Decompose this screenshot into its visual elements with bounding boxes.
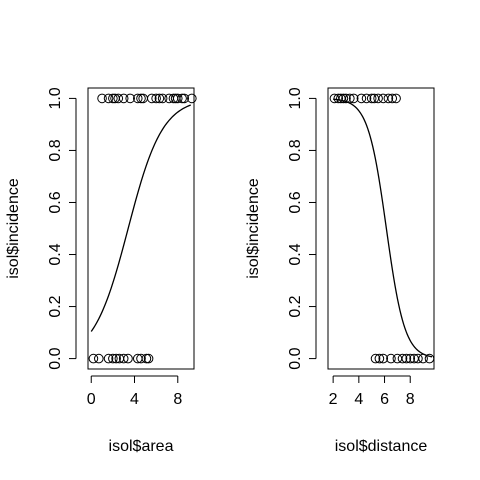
data-point bbox=[177, 93, 187, 104]
y-tick-label: 0.4 bbox=[47, 243, 64, 265]
data-point bbox=[378, 353, 389, 364]
data-point bbox=[108, 353, 118, 364]
data-point bbox=[138, 93, 148, 104]
data-point bbox=[386, 353, 396, 364]
data-point bbox=[132, 93, 143, 104]
data-point bbox=[151, 93, 161, 104]
y-tick-label: 1.0 bbox=[287, 87, 304, 109]
y-tick-label: 1.0 bbox=[47, 87, 64, 109]
data-point bbox=[391, 93, 401, 104]
data-point bbox=[118, 93, 129, 104]
data-point bbox=[374, 353, 385, 364]
data-point bbox=[383, 93, 394, 104]
data-point bbox=[179, 93, 190, 104]
y-tick-label: 0.6 bbox=[287, 191, 304, 213]
data-point bbox=[373, 93, 383, 104]
x-tick-label: 6 bbox=[380, 391, 389, 408]
x-tick-label: 8 bbox=[173, 391, 182, 408]
data-point bbox=[348, 93, 359, 104]
data-point bbox=[157, 93, 168, 104]
x-tick-label: 8 bbox=[406, 391, 415, 408]
data-point bbox=[341, 93, 351, 104]
data-point bbox=[405, 353, 416, 364]
fit-curve bbox=[333, 98, 433, 358]
x-tick-label: 0 bbox=[87, 391, 96, 408]
data-point bbox=[111, 353, 121, 364]
data-point bbox=[172, 93, 183, 104]
data-point bbox=[361, 93, 372, 104]
data-point bbox=[143, 353, 154, 364]
data-point bbox=[366, 93, 377, 104]
data-point bbox=[103, 93, 114, 104]
data-point bbox=[378, 93, 389, 104]
data-point bbox=[154, 93, 165, 104]
data-point bbox=[113, 93, 124, 104]
data-point bbox=[103, 353, 114, 364]
data-point bbox=[356, 93, 367, 104]
data-point bbox=[94, 353, 104, 364]
x-axis-title: isol$area bbox=[109, 438, 174, 455]
y-tick-label: 0.0 bbox=[47, 347, 64, 369]
data-point bbox=[333, 93, 344, 104]
data-point bbox=[123, 353, 133, 364]
data-point bbox=[136, 353, 146, 364]
data-point bbox=[187, 93, 197, 104]
y-tick-label: 0.8 bbox=[287, 139, 304, 161]
panel-distance: 2 4 6 8 0.0 0.2 0.4 0.6 0.8 1.0 isol$distance isol$… bbox=[245, 87, 435, 455]
data-point bbox=[401, 353, 412, 364]
data-point bbox=[397, 353, 408, 364]
y-tick-label: 0.2 bbox=[47, 295, 64, 317]
y-tick-label: 0.8 bbox=[47, 139, 64, 161]
data-point bbox=[88, 353, 99, 364]
y-tick-label: 0.0 bbox=[287, 347, 304, 369]
x-tick-label: 2 bbox=[329, 391, 338, 408]
data-point bbox=[370, 353, 381, 364]
data-point bbox=[136, 93, 146, 104]
data-point bbox=[97, 93, 107, 104]
data-point bbox=[413, 353, 423, 364]
plot-frame bbox=[87, 87, 195, 370]
plot-frame bbox=[327, 87, 435, 370]
y-tick-label: 0.2 bbox=[287, 295, 304, 317]
x-tick-label: 4 bbox=[130, 391, 139, 408]
y-axis-title: isol$incidence bbox=[245, 178, 262, 279]
y-axis-title: isol$incidence bbox=[5, 178, 22, 279]
data-point bbox=[125, 93, 135, 104]
data-point bbox=[147, 93, 157, 104]
data-point bbox=[424, 353, 435, 364]
data-point bbox=[392, 353, 403, 364]
data-point bbox=[338, 93, 349, 104]
fit-curve bbox=[90, 104, 191, 332]
data-point bbox=[108, 93, 118, 104]
x-axis-title: isol$distance bbox=[335, 438, 428, 455]
panel-area: 0 4 8 0.0 0.2 0.4 0.6 0.8 1.0 isol$area isol$incid… bbox=[5, 87, 197, 455]
y-tick-label: 0.6 bbox=[47, 191, 64, 213]
data-point bbox=[141, 353, 152, 364]
x-tick-label: 4 bbox=[354, 391, 363, 408]
data-point bbox=[118, 353, 129, 364]
y-tick-label: 0.4 bbox=[287, 243, 304, 265]
data-point bbox=[387, 93, 398, 104]
